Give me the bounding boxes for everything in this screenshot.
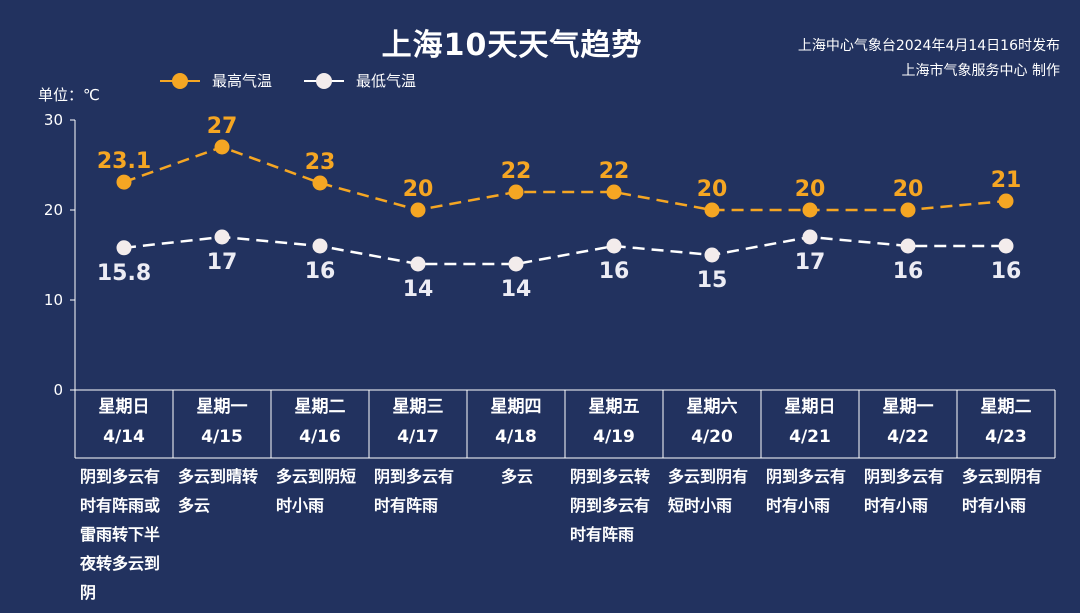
- low-temp-label: 16: [599, 259, 630, 284]
- day-header: 星期一 4/22: [859, 392, 957, 452]
- day-header: 星期日 4/21: [761, 392, 859, 452]
- day-header: 星期六 4/20: [663, 392, 761, 452]
- high-temp-point: [116, 174, 132, 190]
- low-temp-label: 16: [991, 259, 1022, 284]
- issuer-line-2: 上海市气象服务中心 制作: [901, 63, 1060, 79]
- date-label: 4/21: [789, 427, 831, 447]
- legend-label-high: 最高气温: [212, 72, 273, 90]
- day-header: 星期日 4/14: [75, 392, 173, 452]
- y-tick-label: 20: [44, 201, 63, 219]
- legend-swatch-high: [160, 71, 200, 91]
- high-temp-label: 21: [991, 168, 1022, 193]
- low-temp-point: [214, 229, 230, 245]
- legend-item-low[interactable]: 最低气温: [304, 70, 416, 91]
- high-temp-label: 20: [403, 177, 434, 202]
- high-temp-label: 27: [207, 114, 238, 139]
- low-temp-point: [704, 247, 720, 263]
- date-label: 4/22: [887, 427, 929, 447]
- legend-swatch-low: [304, 71, 345, 91]
- low-temp-label: 14: [501, 277, 532, 302]
- low-temp-label: 15.8: [97, 261, 151, 286]
- chart-title: 上海10天天气趋势: [381, 28, 643, 63]
- date-label: 4/16: [299, 427, 341, 447]
- day-header: 星期四 4/18: [467, 392, 565, 452]
- y-axis-unit-label: 单位：℃: [38, 86, 100, 104]
- weekday-label: 星期二: [980, 397, 1032, 417]
- weather-description: 多云到阴有短时小雨: [668, 467, 749, 515]
- date-label: 4/20: [691, 427, 733, 447]
- low-temp-label: 17: [207, 250, 238, 275]
- weather-description: 阴到多云有时有小雨: [864, 467, 945, 515]
- day-header: 星期五 4/19: [565, 392, 663, 452]
- low-temp-point: [410, 256, 426, 272]
- high-temp-point: [900, 202, 916, 218]
- y-tick-label: 0: [53, 381, 63, 399]
- date-label: 4/18: [495, 427, 537, 447]
- high-temp-point: [508, 184, 524, 200]
- legend-label-low: 最低气温: [356, 72, 417, 90]
- weather-description: 阴到多云有时有阵雨或雷雨转下半夜转多云到阴: [80, 467, 161, 602]
- high-temp-point: [802, 202, 818, 218]
- high-temp-label: 23.1: [97, 149, 151, 174]
- legend: 最高气温 最低气温: [160, 70, 416, 91]
- high-temp-point: [312, 175, 328, 191]
- day-header: 星期二 4/16: [271, 392, 369, 452]
- high-temp-point: [998, 193, 1014, 209]
- low-temp-point: [508, 256, 524, 272]
- issuer-info: 上海中心气象台2024年4月14日16时发布 上海市气象服务中心 制作: [798, 34, 1060, 84]
- weather-description: 多云: [500, 467, 533, 486]
- series-line-low: [123, 235, 1006, 266]
- high-temp-point: [704, 202, 720, 218]
- date-label: 4/23: [985, 427, 1027, 447]
- day-header: 星期三 4/17: [369, 392, 467, 452]
- high-temp-label: 22: [501, 159, 532, 184]
- day-header: 星期一 4/15: [173, 392, 271, 452]
- high-temp-label: 20: [893, 177, 924, 202]
- date-label: 4/14: [103, 427, 145, 447]
- low-temp-point: [998, 238, 1014, 254]
- y-tick-label: 10: [44, 291, 63, 309]
- weekday-label: 星期二: [294, 397, 346, 417]
- high-temp-label: 20: [795, 177, 826, 202]
- high-temp-label: 23: [305, 150, 336, 175]
- low-temp-point: [900, 238, 916, 254]
- low-temp-label: 16: [893, 259, 924, 284]
- weekday-label: 星期四: [490, 397, 542, 417]
- low-temp-label: 14: [403, 277, 434, 302]
- high-temp-label: 22: [599, 159, 630, 184]
- weekday-label: 星期日: [98, 397, 150, 417]
- weekday-label: 星期一: [196, 397, 248, 417]
- weather-description: 多云到阴短时小雨: [276, 467, 357, 515]
- weekday-label: 星期三: [392, 397, 444, 417]
- date-label: 4/17: [397, 427, 439, 447]
- day-header: 星期二 4/23: [957, 392, 1055, 452]
- issuer-line-1: 上海中心气象台2024年4月14日16时发布: [797, 38, 1060, 54]
- weekday-label: 星期日: [784, 397, 836, 417]
- weather-description: 多云到阴有时有小雨: [962, 467, 1043, 515]
- low-temp-point: [802, 229, 818, 245]
- high-temp-point: [214, 139, 230, 155]
- low-temp-label: 16: [305, 259, 336, 284]
- weather-description: 阴到多云有时有阵雨: [374, 467, 455, 515]
- low-temp-label: 17: [795, 250, 826, 275]
- high-temp-point: [606, 184, 622, 200]
- date-label: 4/19: [593, 427, 635, 447]
- weekday-label: 星期一: [882, 397, 934, 417]
- legend-item-high[interactable]: 最高气温: [160, 70, 272, 91]
- low-temp-point: [116, 240, 132, 256]
- weather-description: 多云到晴转多云: [178, 467, 259, 515]
- weather-description: 阴到多云有时有小雨: [766, 467, 847, 515]
- weekday-label: 星期五: [588, 397, 640, 417]
- y-tick-label: 30: [44, 111, 63, 129]
- date-label: 4/15: [201, 427, 243, 447]
- low-temp-point: [606, 238, 622, 254]
- low-temp-label: 15: [697, 268, 728, 293]
- low-temp-point: [312, 238, 328, 254]
- series-line-high: [123, 145, 1007, 212]
- high-temp-point: [410, 202, 426, 218]
- high-temp-label: 20: [697, 177, 728, 202]
- weekday-label: 星期六: [686, 397, 738, 417]
- weather-description: 阴到多云转阴到多云有时有阵雨: [570, 467, 651, 544]
